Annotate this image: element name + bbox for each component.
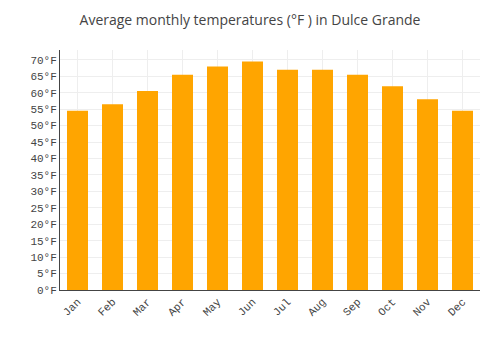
svg-text:Jun: Jun [236, 296, 258, 318]
svg-text:Sep: Sep [341, 296, 363, 318]
svg-text:May: May [201, 296, 224, 319]
svg-text:50°F: 50°F [30, 120, 56, 132]
svg-text:45°F: 45°F [30, 137, 56, 149]
svg-text:10°F: 10°F [30, 252, 56, 264]
svg-text:0°F: 0°F [37, 285, 57, 297]
svg-text:Nov: Nov [411, 296, 434, 319]
svg-text:15°F: 15°F [30, 236, 56, 248]
svg-text:Apr: Apr [166, 296, 188, 318]
svg-text:Jan: Jan [61, 296, 83, 318]
svg-text:30°F: 30°F [30, 186, 56, 198]
svg-text:60°F: 60°F [30, 88, 56, 100]
svg-text:70°F: 70°F [30, 55, 56, 67]
svg-text:Dec: Dec [446, 296, 468, 318]
svg-text:35°F: 35°F [30, 170, 56, 182]
svg-text:55°F: 55°F [30, 104, 56, 116]
svg-text:40°F: 40°F [30, 153, 56, 165]
svg-text:25°F: 25°F [30, 203, 56, 215]
svg-text:Mar: Mar [131, 296, 153, 318]
svg-text:20°F: 20°F [30, 219, 56, 231]
svg-text:Feb: Feb [96, 296, 118, 318]
svg-text:65°F: 65°F [30, 71, 56, 83]
svg-text:Jul: Jul [271, 296, 293, 318]
svg-text:Average monthly temperatures (: Average monthly temperatures (°F ) in Du… [80, 10, 421, 29]
svg-text:Oct: Oct [376, 296, 398, 318]
svg-text:5°F: 5°F [37, 268, 57, 280]
svg-text:Aug: Aug [306, 296, 328, 318]
